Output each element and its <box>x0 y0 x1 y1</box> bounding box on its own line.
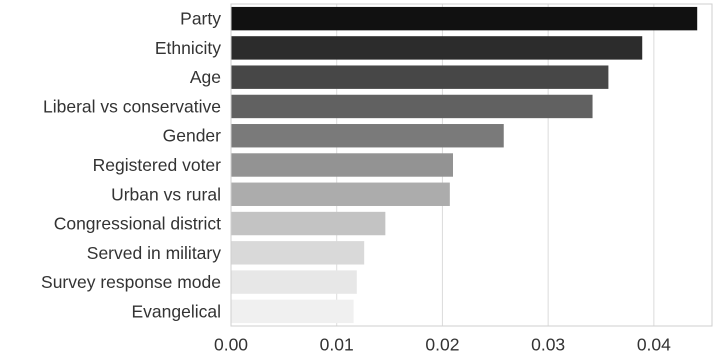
bar-gender <box>231 124 504 148</box>
bar-party <box>231 6 698 31</box>
x-tick-label: 0.01 <box>320 335 354 355</box>
bar-evangelical <box>231 299 354 324</box>
x-tick-labels: 0.00 0.01 0.02 0.03 0.04 <box>214 335 671 355</box>
category-label: Evangelical <box>132 301 222 321</box>
category-label: Party <box>180 9 221 29</box>
x-tick-label: 0.04 <box>637 335 671 355</box>
bars <box>231 6 698 324</box>
bar-registered-voter <box>231 153 453 177</box>
category-label: Age <box>190 67 221 87</box>
plot-frame <box>230 3 713 327</box>
bar-urban-vs-rural <box>231 182 450 206</box>
category-label: Urban vs rural <box>111 184 221 204</box>
x-tick-label: 0.03 <box>531 335 565 355</box>
x-tick-label: 0.00 <box>214 335 248 355</box>
category-label: Ethnicity <box>155 38 221 58</box>
bar-served-in-military <box>231 241 365 265</box>
bar-congressional-district <box>231 211 386 236</box>
category-label: Registered voter <box>93 155 222 175</box>
bar-survey-response-mode <box>231 270 357 294</box>
category-label: Gender <box>163 126 222 146</box>
bar-age <box>231 65 609 89</box>
bar-ethnicity <box>231 36 643 60</box>
category-label: Survey response mode <box>41 272 221 292</box>
bar-liberal-vs-conservative <box>231 94 593 119</box>
category-labels: Party Ethnicity Age Liberal vs conservative… <box>41 9 221 322</box>
category-label: Served in military <box>87 243 221 263</box>
category-label: Congressional district <box>54 214 221 234</box>
category-label: Liberal vs conservative <box>43 96 221 116</box>
x-tick-label: 0.02 <box>425 335 459 355</box>
